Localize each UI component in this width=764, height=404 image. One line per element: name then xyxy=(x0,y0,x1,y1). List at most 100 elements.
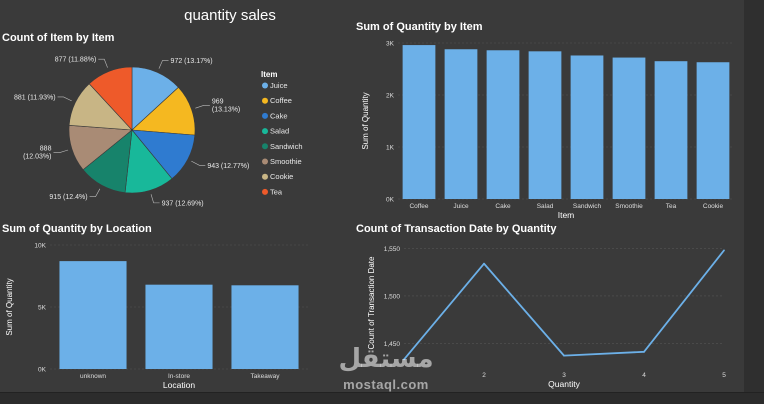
legend-swatch xyxy=(262,158,268,165)
bar-cookie xyxy=(696,62,730,199)
legend-label: Coffee xyxy=(270,96,292,105)
legend-swatch xyxy=(262,173,268,180)
leader-line xyxy=(191,160,206,166)
pie-chart: 972 (13.17%) 969(13.13%) 943 (12.77%) 937 (… xyxy=(14,57,303,208)
bar-coffee xyxy=(402,45,436,199)
chart-title: Sum of Quantity by Location xyxy=(2,223,152,235)
x-tick-label: Cake xyxy=(495,203,511,210)
chart-title: Count of Item by Item xyxy=(2,32,115,44)
y-tick-label: 0K xyxy=(38,367,47,374)
y-axis-label: Count of Transaction Date xyxy=(367,256,376,349)
chart-title: Count of Transaction Date by Quantity xyxy=(356,223,557,235)
leader-line xyxy=(89,188,101,197)
watermark: مستقل mostaql.com xyxy=(326,344,446,396)
leader-line xyxy=(150,194,160,204)
y-tick-label: 1,550 xyxy=(384,246,401,253)
bar-chart-by-item: 0K 1K 2K 3K Coffee Juice Cake Salad Sandwich Smoo… xyxy=(361,41,734,220)
bar-chart-by-location: 0K 5K 10K unknown In-store Takeaway Location Su… xyxy=(5,243,308,390)
data-point xyxy=(483,262,485,265)
data-point xyxy=(563,354,565,357)
x-tick-label: Tea xyxy=(666,203,677,210)
leader-line xyxy=(57,96,72,102)
x-axis-label: Location xyxy=(163,380,195,390)
watermark-logo: مستقل xyxy=(338,344,434,374)
x-axis-label: Quantity xyxy=(548,379,580,389)
data-point xyxy=(403,358,405,361)
leader-line xyxy=(98,58,108,68)
slice-data-label: 915 (12.4%) xyxy=(49,194,87,201)
bar-smoothie xyxy=(612,57,646,200)
slice-data-label: 888 xyxy=(40,146,52,153)
slice-data-label: 881 (11.93%) xyxy=(14,94,56,101)
y-tick-label: 2K xyxy=(386,93,395,100)
y-tick-label: 1,450 xyxy=(384,341,401,348)
y-axis-label: Sum of Quantity xyxy=(5,278,14,335)
x-tick-label: Smoothie xyxy=(615,203,643,210)
leader-line xyxy=(53,149,69,154)
legend-swatch xyxy=(262,128,268,135)
data-point xyxy=(643,350,645,353)
watermark-text: mostaql.com xyxy=(343,377,429,392)
legend-swatch xyxy=(262,82,268,89)
x-tick-label: 2 xyxy=(482,372,486,379)
slice-data-label: 877 (11.88%) xyxy=(55,57,97,64)
x-axis-label: Item xyxy=(558,210,575,220)
line-chart-by-quantity: 1,450 1,500 1,550 2 3 4 5 Quantity Count of Tran… xyxy=(367,246,726,389)
legend-swatch xyxy=(262,143,268,150)
right-scrollbar-area xyxy=(744,0,764,404)
x-tick-label: 4 xyxy=(642,372,646,379)
bottom-strip xyxy=(0,393,764,404)
legend-label: Cake xyxy=(270,111,288,120)
y-tick-label: 0K xyxy=(386,197,395,204)
panel-sum-by-item: Sum of Quantity by Item 0K 1K 2K 3K Coffee Ju… xyxy=(356,21,744,221)
legend-label: Juice xyxy=(270,81,288,90)
x-tick-label: unknown xyxy=(80,373,106,380)
leader-line xyxy=(158,60,169,69)
legend-swatch xyxy=(262,188,268,195)
bar-juice xyxy=(444,49,478,200)
panel-count-by-quantity: Count of Transaction Date by Quantity 1,… xyxy=(356,223,744,393)
legend-label: Cookie xyxy=(270,172,293,181)
bar-tea xyxy=(654,61,688,200)
dashboard-title: quantity sales xyxy=(184,7,276,24)
panel-sum-by-location: Sum of Quantity by Location 0K 5K 10K unkno… xyxy=(2,223,336,393)
slice-data-label: (13.13%) xyxy=(212,106,240,113)
bar-sandwich xyxy=(570,55,604,200)
panel-count-by-item: Count of Item by Item 972 (13.17%) 969 (13… xyxy=(2,32,336,220)
x-tick-label: Coffee xyxy=(409,203,428,210)
slice-data-label: 937 (12.69%) xyxy=(162,200,204,207)
x-tick-label: Sandwich xyxy=(573,203,602,210)
slice-data-label: 972 (13.17%) xyxy=(171,58,213,65)
legend-label: Salad xyxy=(270,127,289,136)
bar-unknown xyxy=(59,261,127,369)
legend-swatch xyxy=(262,112,268,119)
y-axis-label: Sum of Quantity xyxy=(361,92,370,149)
legend-label: Smoothie xyxy=(270,157,302,166)
y-tick-label: 5K xyxy=(38,305,47,312)
legend-label: Tea xyxy=(270,187,283,196)
x-tick-label: In-store xyxy=(168,373,190,380)
legend-title: Item xyxy=(261,70,277,79)
bar-takeaway xyxy=(231,285,299,369)
x-tick-label: 3 xyxy=(562,372,566,379)
y-tick-label: 1K xyxy=(386,145,395,152)
legend-swatch xyxy=(262,97,268,104)
bottom-divider xyxy=(0,392,764,393)
y-tick-label: 3K xyxy=(386,41,395,48)
pie-slice-tea xyxy=(88,66,133,131)
bar-in-store xyxy=(145,284,213,369)
slice-data-label: (12.03%) xyxy=(23,154,51,161)
chart-title: Sum of Quantity by Item xyxy=(356,21,483,33)
x-tick-label: Cookie xyxy=(703,203,724,210)
bar-cake xyxy=(486,50,520,199)
leader-line xyxy=(195,104,210,109)
y-tick-label: 1,500 xyxy=(384,293,401,300)
x-tick-label: Juice xyxy=(453,203,469,210)
bar-salad xyxy=(528,51,562,199)
x-tick-label: Takeaway xyxy=(251,373,281,380)
slice-data-label: 969 xyxy=(212,98,224,105)
legend-label: Sandwich xyxy=(270,142,303,151)
slice-data-label: 943 (12.77%) xyxy=(207,163,249,170)
x-tick-label: 5 xyxy=(722,372,726,379)
data-point xyxy=(723,249,725,252)
